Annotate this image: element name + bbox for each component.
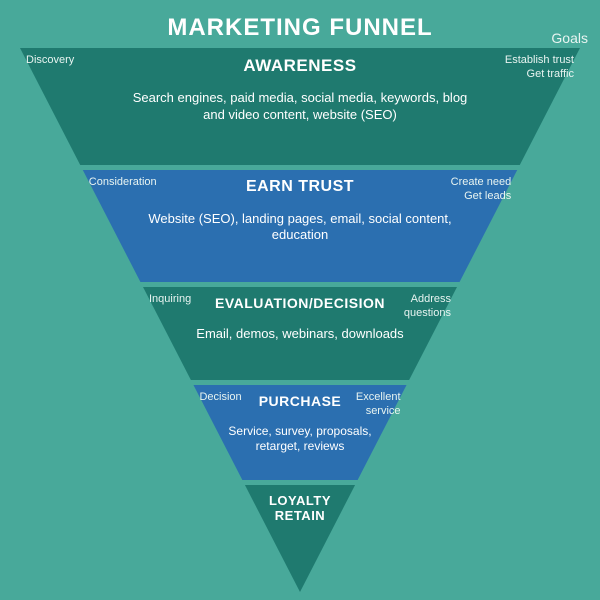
stage-purchase-left-label: Decision	[199, 391, 289, 405]
stage-awareness-right-label: Establish trust Get traffic	[484, 54, 574, 82]
stage-purchase-right-label: Excellent service	[311, 391, 401, 419]
stage-earn-trust-right-label: Create need Get leads	[421, 176, 511, 204]
stage-purchase-desc: Service, survey, proposals, retarget, re…	[224, 424, 375, 454]
stage-loyalty-heading: LOYALTY RETAIN	[245, 493, 355, 523]
stage-earn-trust-desc: Website (SEO), landing pages, email, soc…	[130, 211, 470, 244]
stage-evaluation-desc: Email, demos, webinars, downloads	[178, 326, 423, 342]
stage-awareness-desc: Search engines, paid media, social media…	[130, 90, 470, 123]
funnel-diagram: MARKETING FUNNELGoalsAWARENESSSearch eng…	[0, 0, 600, 600]
stage-evaluation-left-label: Inquiring	[149, 293, 239, 307]
goals-label: Goals	[508, 30, 588, 46]
stage-evaluation-right-label: Address questions	[361, 293, 451, 321]
stage-awareness-heading: AWARENESS	[110, 56, 490, 76]
stage-earn-trust-left-label: Consideration	[89, 176, 179, 190]
stage-awareness-left-label: Discovery	[26, 54, 116, 68]
